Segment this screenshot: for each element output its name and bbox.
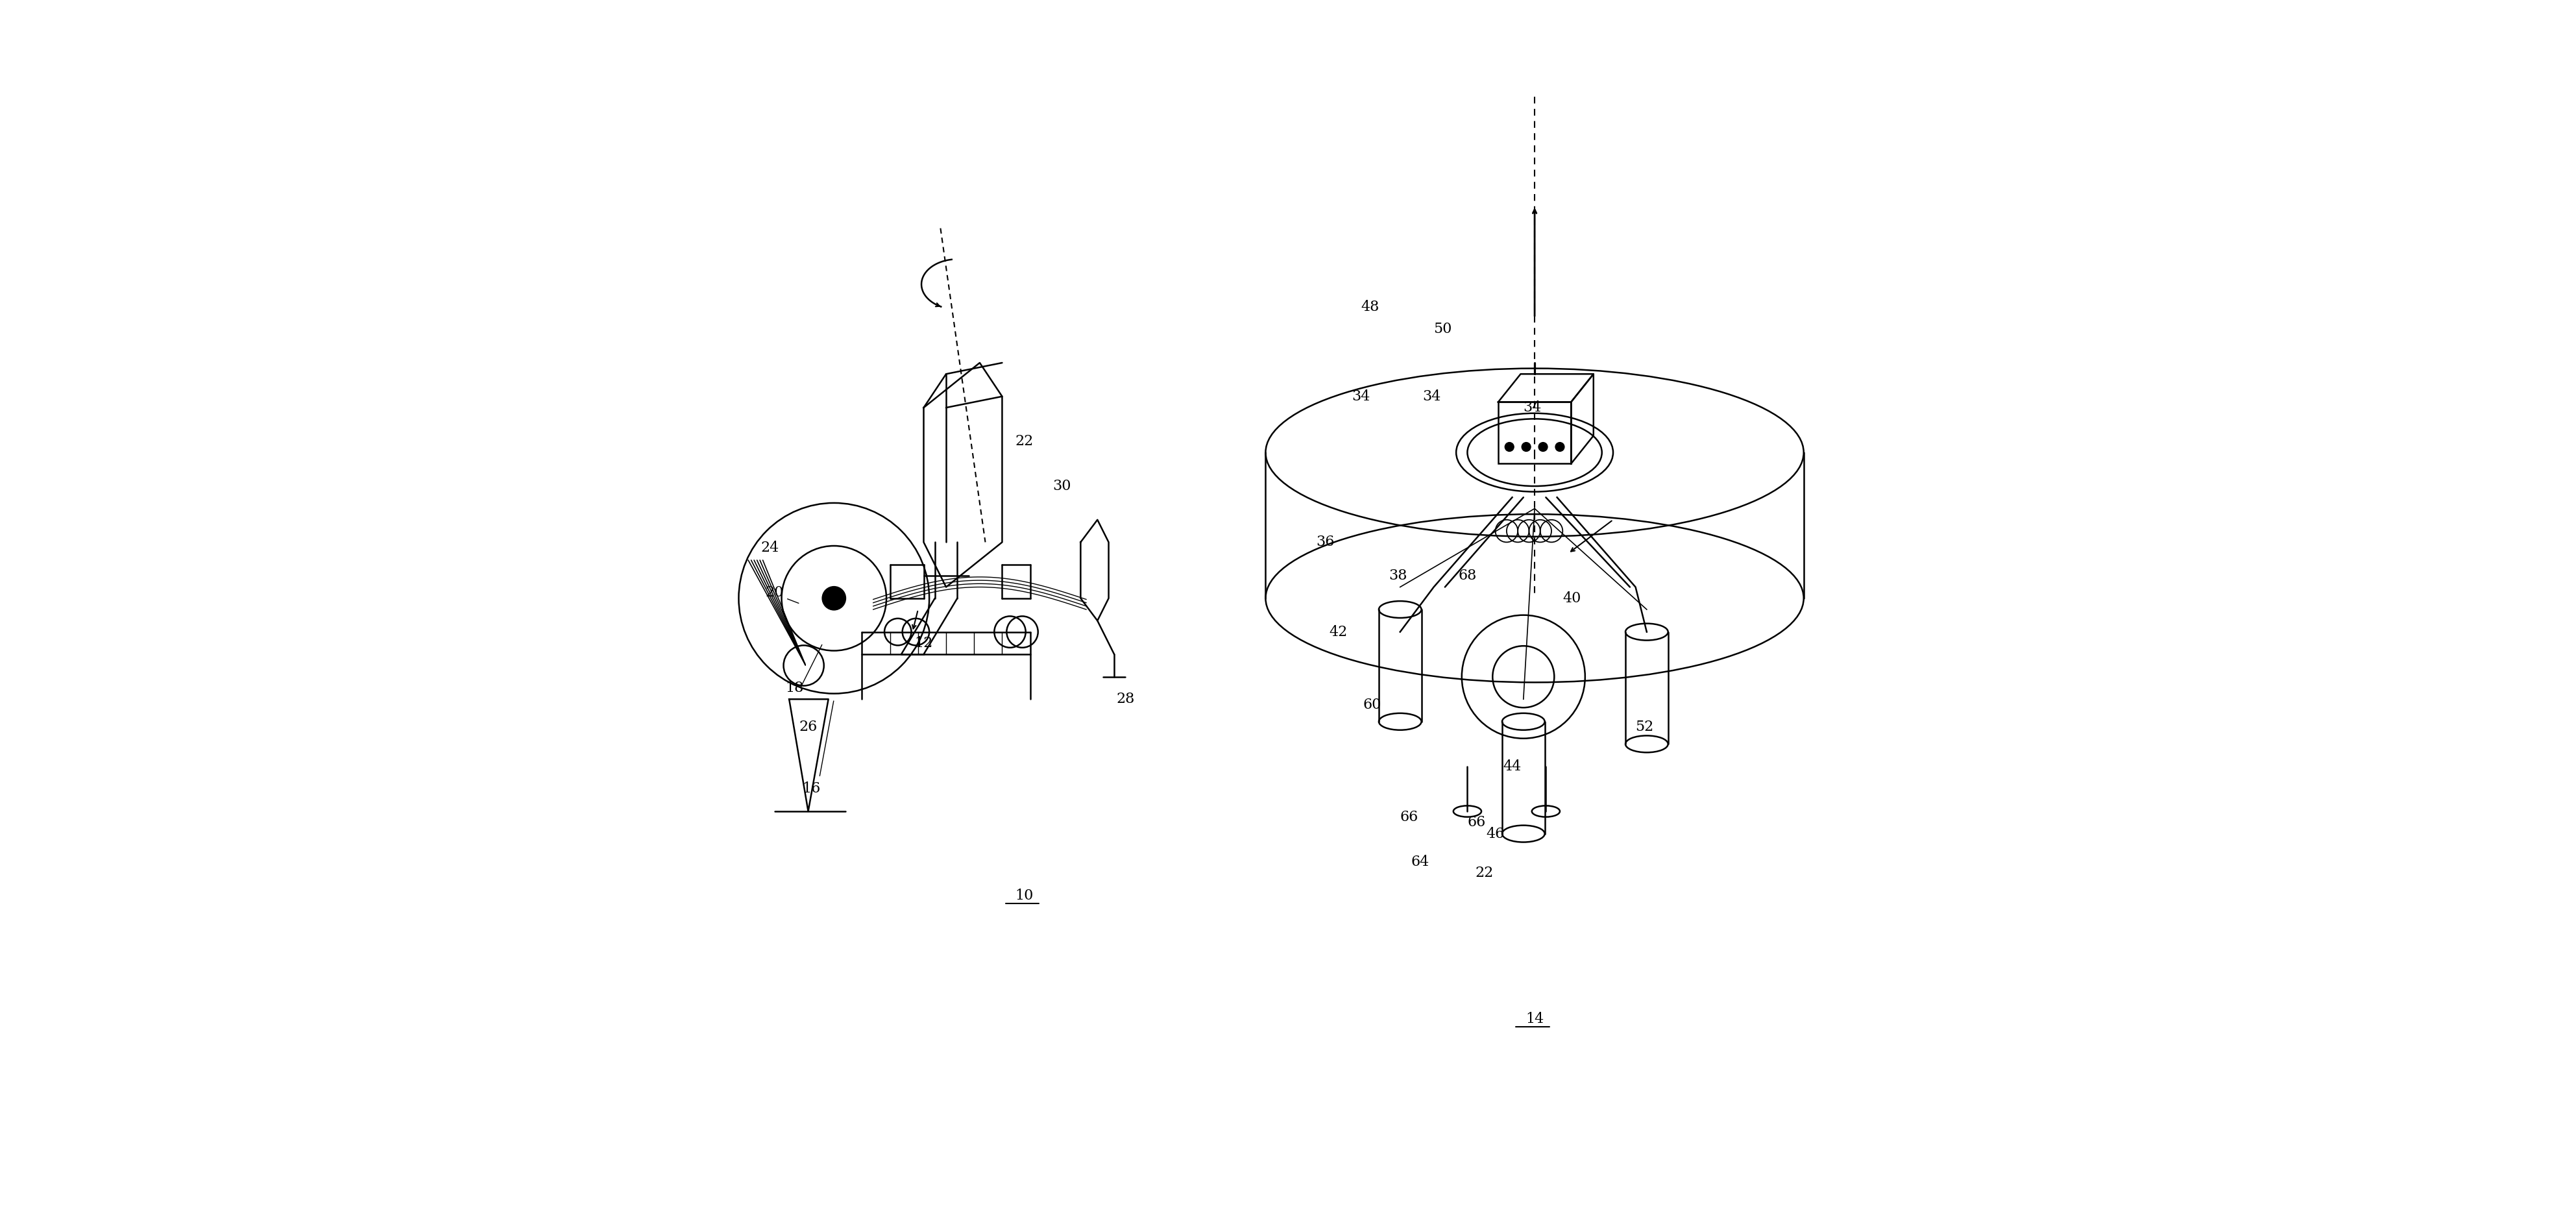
Text: 38: 38 xyxy=(1388,569,1406,583)
Text: 10: 10 xyxy=(1015,888,1033,903)
Text: 30: 30 xyxy=(1054,479,1072,493)
Text: 60: 60 xyxy=(1363,697,1381,712)
Text: 16: 16 xyxy=(801,781,822,796)
Text: 64: 64 xyxy=(1412,854,1430,869)
Text: 50: 50 xyxy=(1432,322,1453,337)
Circle shape xyxy=(1504,442,1515,451)
Text: 24: 24 xyxy=(760,541,781,555)
Text: 28: 28 xyxy=(1115,693,1133,706)
Text: 68: 68 xyxy=(1458,569,1476,583)
Text: 34: 34 xyxy=(1522,401,1540,414)
Text: 36: 36 xyxy=(1316,535,1334,549)
Text: 34: 34 xyxy=(1422,389,1440,403)
Circle shape xyxy=(1556,442,1564,451)
Text: 52: 52 xyxy=(1636,720,1654,734)
Circle shape xyxy=(1522,442,1530,451)
Text: 46: 46 xyxy=(1486,826,1504,841)
Text: 44: 44 xyxy=(1502,759,1522,774)
Text: 48: 48 xyxy=(1360,300,1378,313)
Text: 20: 20 xyxy=(765,586,783,600)
Circle shape xyxy=(822,587,845,610)
Text: 66: 66 xyxy=(1399,809,1419,824)
Text: 18: 18 xyxy=(786,680,804,695)
Text: 42: 42 xyxy=(1329,625,1347,639)
Circle shape xyxy=(1538,442,1548,451)
Bar xyxy=(1499,402,1571,464)
Text: 22: 22 xyxy=(1476,866,1494,880)
Text: 40: 40 xyxy=(1564,592,1582,605)
Text: 66: 66 xyxy=(1468,815,1486,830)
Text: 22: 22 xyxy=(1015,434,1033,448)
Text: 14: 14 xyxy=(1525,1012,1543,1025)
Text: 26: 26 xyxy=(799,720,817,734)
Text: 12: 12 xyxy=(914,635,933,650)
Text: 34: 34 xyxy=(1352,389,1370,403)
Text: A: A xyxy=(1535,0,1551,4)
